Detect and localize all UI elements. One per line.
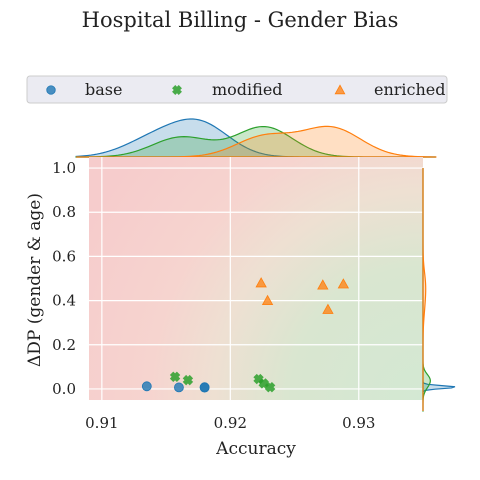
point-enriched (322, 303, 334, 314)
x-tick-label: 0.91 (85, 414, 118, 432)
legend-label-base: base (85, 80, 122, 99)
x-tick-label: 0.92 (214, 414, 247, 432)
legend-label-enriched: enriched (374, 80, 446, 99)
right-kde-enriched (422, 168, 427, 412)
top-marginal-kde (75, 118, 437, 158)
y-tick-label: 0.0 (52, 380, 76, 398)
point-modified (264, 381, 276, 393)
data-points (141, 277, 350, 393)
legend: base modified enriched (26, 75, 448, 104)
plot-background (89, 157, 423, 400)
point-base (199, 382, 210, 393)
right-marginal-kde (422, 168, 456, 412)
point-enriched (317, 279, 329, 290)
chart-title: Hospital Billing - Gender Bias (82, 8, 399, 32)
legend-box (26, 75, 448, 104)
legend-marker-enriched (334, 84, 346, 95)
point-modified (182, 374, 194, 386)
x-axis-label: Accuracy (215, 439, 296, 459)
y-tick-label: 0.6 (52, 247, 76, 265)
legend-marker-modified (172, 85, 182, 95)
point-enriched (255, 277, 267, 288)
x-tick-label: 0.93 (342, 414, 375, 432)
x-axis-ticks: 0.91 0.92 0.93 (85, 414, 375, 432)
y-tick-label: 0.4 (52, 292, 76, 310)
y-tick-label: 0.8 (52, 203, 76, 221)
point-enriched (337, 278, 350, 289)
point-base (141, 381, 152, 392)
point-enriched (261, 294, 274, 305)
point-base (174, 382, 184, 393)
legend-label-modified: modified (212, 80, 283, 99)
top-kde-enriched (76, 125, 437, 158)
y-tick-label: 1.0 (52, 159, 76, 177)
point-modified (169, 371, 181, 383)
grid (89, 157, 423, 400)
y-axis-ticks: 0.0 0.2 0.4 0.6 0.8 1.0 (52, 159, 76, 398)
y-tick-label: 0.2 (52, 336, 76, 354)
y-axis-label: ΔDP (gender & age) (25, 193, 45, 367)
legend-marker-base (46, 85, 56, 95)
